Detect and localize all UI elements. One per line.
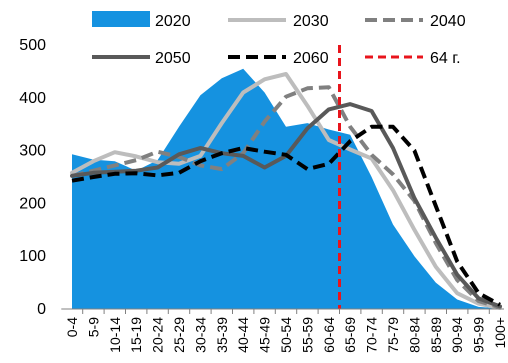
legend-label: 2050 — [155, 50, 191, 67]
x-tick-label: 20-24 — [150, 317, 166, 353]
x-tick-label: 5-9 — [85, 317, 101, 337]
x-tick-label: 85-89 — [428, 317, 444, 353]
x-tick-label: 55-59 — [299, 317, 315, 353]
legend-label: 64 г. — [430, 50, 461, 67]
x-tick-label: 35-39 — [214, 317, 230, 353]
axes: 0 100 200 300 400 500 0-4 5-9 10-14 15-19 20-24 25-… — [19, 37, 508, 353]
area-layer — [72, 68, 500, 309]
line-layer — [70, 72, 502, 310]
legend-label: 2020 — [155, 13, 191, 30]
x-tick-label: 25-29 — [171, 317, 187, 353]
legend-item: 2050 — [92, 50, 191, 67]
y-tick-label: 500 — [19, 37, 46, 54]
y-tick-label: 100 — [19, 248, 46, 265]
x-tick-label: 0-4 — [64, 317, 80, 337]
y-tick-label: 200 — [19, 195, 46, 212]
legend-item: 2060 — [228, 50, 329, 67]
series-area-2020 — [72, 68, 500, 309]
legend-item: 64 г. — [365, 50, 461, 67]
x-tick-label: 10-14 — [107, 317, 123, 353]
legend-label: 2030 — [293, 13, 329, 30]
series-line-2060 — [71, 124, 501, 307]
legend-label: 2040 — [430, 13, 466, 30]
x-tick-label: 50-54 — [278, 317, 294, 353]
x-tick-label: 95-99 — [471, 317, 487, 353]
legend-swatch — [92, 11, 150, 27]
x-tick-label: 80-84 — [406, 317, 422, 353]
x-tick-label: 70-74 — [364, 317, 380, 353]
y-tick-label: 400 — [19, 90, 46, 107]
y-tick-label: 300 — [19, 143, 46, 160]
legend: 2020 2030 2040 2050 2060 64 г. — [92, 11, 466, 67]
x-tick-label: 90-94 — [449, 317, 465, 353]
x-tick-label: 40-44 — [235, 317, 251, 353]
y-tick-label: 0 — [37, 301, 46, 318]
legend-item: 2020 — [92, 11, 191, 30]
x-tick-label: 60-64 — [321, 317, 337, 353]
x-tick-label: 15-19 — [128, 317, 144, 353]
x-tick-label: 45-49 — [257, 317, 273, 353]
legend-item: 2030 — [228, 13, 329, 30]
x-tick-label: 65-69 — [342, 317, 358, 353]
legend-label: 2060 — [293, 50, 329, 67]
series-line-2040 — [71, 85, 501, 310]
legend-item: 2040 — [365, 13, 466, 30]
x-tick-label: 100+ — [492, 317, 508, 349]
x-tick-label: 30-34 — [192, 317, 208, 353]
x-tick-label: 75-79 — [385, 317, 401, 353]
